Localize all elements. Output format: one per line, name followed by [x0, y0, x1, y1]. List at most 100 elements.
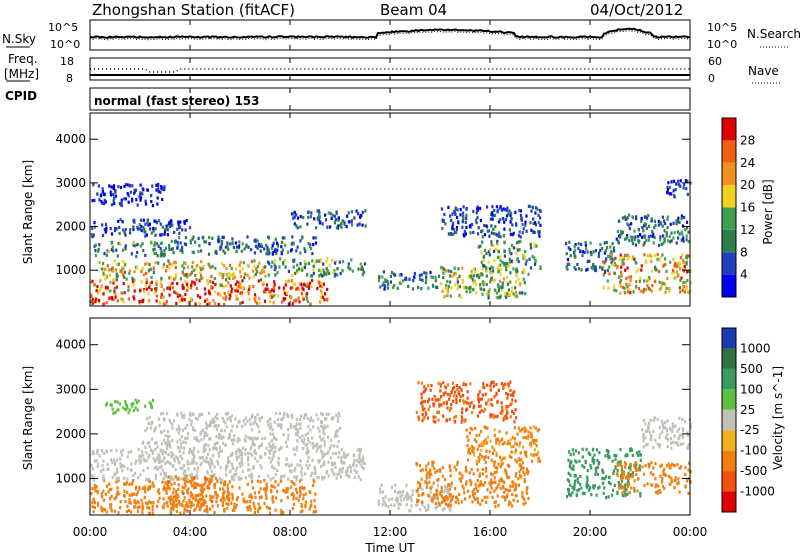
heatmap-cell	[650, 219, 653, 223]
heatmap-cell	[323, 273, 326, 277]
heatmap-cell	[203, 499, 206, 503]
heatmap-cell	[240, 249, 243, 253]
heatmap-cell	[464, 232, 467, 236]
heatmap-cell	[126, 504, 129, 508]
heatmap-cell	[517, 248, 520, 252]
heatmap-cell	[329, 456, 332, 460]
heatmap-cell	[683, 290, 686, 294]
heatmap-cell	[170, 495, 173, 499]
heatmap-cell	[104, 267, 107, 271]
heatmap-cell	[491, 495, 494, 499]
heatmap-cell	[653, 226, 656, 230]
heatmap-cell	[163, 456, 166, 460]
heatmap-cell	[123, 197, 126, 201]
heatmap-cell	[126, 490, 129, 494]
heatmap-cell	[480, 482, 483, 487]
heatmap-cell	[122, 265, 125, 269]
heatmap-cell	[195, 462, 198, 466]
heatmap-cell	[530, 453, 533, 457]
heatmap-cell	[209, 474, 212, 478]
heatmap-cell	[515, 484, 518, 488]
heatmap-cell	[483, 481, 487, 485]
heatmap-cell	[321, 451, 324, 455]
heatmap-cell	[171, 464, 174, 468]
heatmap-cell	[339, 426, 342, 430]
heatmap-cell	[215, 434, 218, 439]
heatmap-cell	[605, 496, 608, 500]
heatmap-cell	[252, 422, 255, 426]
heatmap-cell	[436, 469, 439, 473]
heatmap-cell	[187, 479, 190, 483]
heatmap-cell	[298, 495, 301, 499]
heatmap-cell	[477, 404, 481, 408]
heatmap-cell	[457, 267, 460, 271]
heatmap-cell	[141, 242, 144, 246]
heatmap-cell	[485, 282, 488, 287]
y-tick-label: 3000	[55, 382, 86, 396]
heatmap-cell	[159, 301, 162, 305]
heatmap-cell	[353, 468, 356, 472]
heatmap-cell	[126, 406, 129, 410]
freq-tick-high: 18	[60, 55, 74, 68]
heatmap-cell	[206, 282, 210, 286]
heatmap-cell	[234, 417, 237, 421]
heatmap-cell	[353, 475, 356, 480]
heatmap-cell	[262, 265, 265, 270]
heatmap-cell	[633, 479, 636, 483]
heatmap-cell	[331, 258, 334, 262]
heatmap-cell	[599, 248, 602, 253]
heatmap-cell	[300, 502, 303, 507]
heatmap-cell	[530, 434, 534, 438]
heatmap-cell	[331, 461, 334, 465]
heatmap-cell	[148, 285, 151, 289]
heatmap-cell	[259, 487, 262, 491]
heatmap-cell	[618, 482, 621, 487]
heatmap-cell	[308, 463, 311, 467]
heatmap-cell	[637, 453, 640, 457]
heatmap-cell	[104, 200, 107, 204]
heatmap-cell	[448, 487, 451, 491]
heatmap-cell	[530, 459, 534, 463]
heatmap-cell	[119, 462, 122, 466]
heatmap-cell	[119, 457, 122, 461]
heatmap-cell	[584, 459, 587, 463]
heatmap-cell	[166, 460, 169, 464]
heatmap-cell	[171, 422, 174, 427]
heatmap-cell	[203, 459, 206, 463]
heatmap-cell	[233, 474, 236, 478]
heatmap-cell	[643, 241, 646, 245]
heatmap-cell	[184, 504, 187, 508]
heatmap-cell	[91, 467, 94, 471]
heatmap-cell	[158, 466, 161, 470]
heatmap-cell	[662, 472, 665, 476]
heatmap-cell	[623, 215, 626, 219]
heatmap-cell	[524, 436, 527, 440]
heatmap-cell	[347, 474, 350, 478]
heatmap-cell	[264, 265, 267, 269]
heatmap-cell	[169, 478, 172, 482]
heatmap-cell	[523, 426, 526, 430]
heatmap-cell	[307, 424, 310, 429]
heatmap-cell	[322, 262, 325, 266]
heatmap-cell	[486, 383, 489, 387]
heatmap-cell	[152, 501, 155, 505]
heatmap-cell	[617, 481, 620, 485]
heatmap-cell	[650, 434, 653, 438]
heatmap-cell	[306, 416, 309, 421]
heatmap-cell	[111, 185, 114, 189]
heatmap-cell	[96, 501, 100, 505]
heatmap-cell	[177, 425, 180, 429]
heatmap-cell	[679, 184, 682, 188]
heatmap-cell	[659, 286, 662, 291]
heatmap-cell	[230, 438, 233, 442]
heatmap-cell	[639, 289, 642, 293]
heatmap-cell	[290, 470, 293, 474]
heatmap-cell	[441, 218, 444, 222]
heatmap-cell	[108, 488, 111, 492]
heatmap-cell	[672, 268, 675, 273]
heatmap-cell	[687, 290, 690, 294]
heatmap-cell	[524, 501, 527, 505]
heatmap-cell	[121, 271, 124, 275]
colorbar-tick-label: -100	[740, 444, 767, 458]
heatmap-cell	[182, 451, 185, 455]
